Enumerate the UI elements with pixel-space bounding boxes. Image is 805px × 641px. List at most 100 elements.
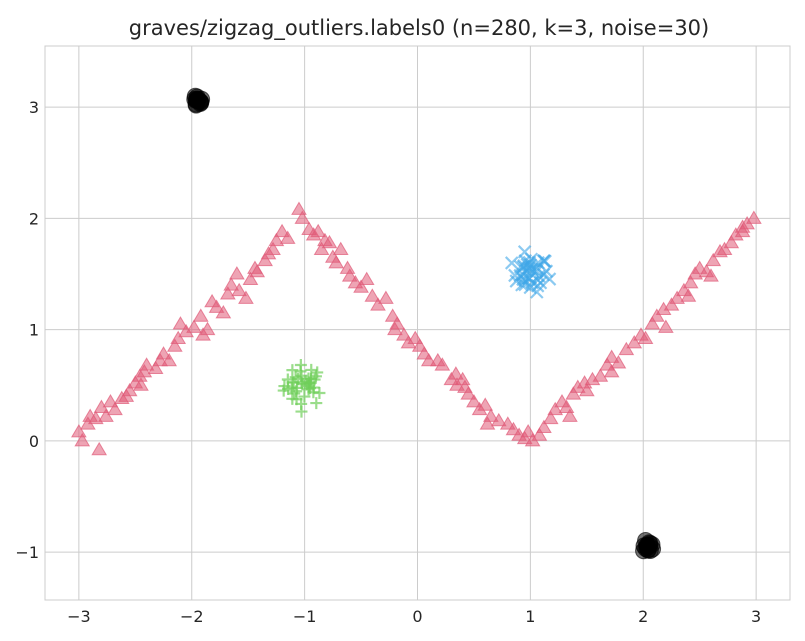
cross-point [542, 272, 557, 286]
triangle-point [170, 330, 187, 344]
plus-point [295, 397, 308, 410]
triangle-point [313, 241, 330, 255]
triangle-point [138, 357, 155, 371]
triangle-point [231, 282, 248, 297]
triangle-point [460, 386, 477, 400]
triangle-point [172, 316, 189, 330]
triangle-point [578, 382, 595, 397]
cross-point [518, 253, 533, 268]
triangle-point [703, 268, 719, 282]
triangle-point [536, 419, 552, 433]
plus-point [298, 390, 311, 403]
triangle-point [603, 363, 620, 378]
triangle-point [242, 271, 259, 286]
y-tick-label: 1 [29, 321, 39, 340]
triangle-point [155, 346, 172, 360]
triangle-point [161, 352, 178, 367]
plus-point [313, 386, 326, 399]
triangle-point [317, 232, 333, 247]
triangle-point [74, 432, 91, 447]
triangle-point [195, 327, 211, 341]
triangle-point [358, 271, 375, 286]
triangle-point [723, 234, 740, 249]
y-tick-label: 0 [29, 432, 39, 451]
triangle-point [457, 379, 473, 393]
triangle-point [208, 299, 225, 313]
y-tick-label: 2 [29, 209, 39, 228]
triangle-point [378, 290, 394, 304]
triangle-point [626, 335, 643, 349]
triangle-point [107, 401, 123, 416]
triangle-point [370, 297, 386, 311]
triangle-point [353, 279, 369, 293]
data-points [70, 87, 762, 560]
triangle-point [490, 412, 507, 427]
triangle-point [91, 441, 108, 456]
cross-point [513, 268, 527, 283]
x-tick-label: −3 [67, 607, 91, 626]
plus-point [290, 385, 303, 398]
triangle-point [121, 382, 138, 397]
triangle-point [547, 401, 564, 416]
triangle-point [434, 357, 451, 371]
triangle-point [603, 349, 620, 363]
y-tick-label: 3 [29, 98, 39, 117]
triangle-point [734, 223, 751, 238]
triangle-point [716, 241, 733, 255]
y-axis-ticks: −1 0 1 2 3 [15, 98, 39, 562]
triangle-point [249, 263, 266, 278]
triangle-point [663, 297, 680, 311]
triangle-point [147, 360, 164, 375]
triangle-point [448, 366, 464, 380]
triangle-point [618, 341, 635, 356]
triangle-point [294, 210, 311, 224]
triangle-point [542, 410, 559, 425]
triangle-point [644, 316, 661, 330]
triangle-point [265, 241, 281, 255]
cross-point [539, 264, 554, 278]
triangle-point [592, 368, 609, 382]
triangle-point [341, 268, 358, 282]
plot-frame [44, 45, 791, 601]
triangle-point [520, 424, 536, 438]
triangle-point [648, 308, 665, 322]
plus-point [288, 387, 301, 400]
x-tick-label: 2 [638, 607, 648, 626]
triangle-point [274, 223, 290, 238]
grid-lines [45, 46, 790, 600]
plus-point [305, 363, 318, 376]
triangle-point [310, 223, 327, 238]
triangle-point [192, 308, 209, 322]
triangle-point [479, 416, 496, 430]
triangle-point [229, 266, 245, 280]
y-tick-label: −1 [15, 543, 39, 562]
triangle-point [531, 427, 548, 441]
triangle-point [705, 252, 722, 267]
triangle-point [657, 319, 674, 333]
triangle-point [257, 252, 273, 267]
triangle-point [746, 210, 762, 224]
triangle-point [133, 377, 149, 391]
triangle-point [279, 230, 296, 244]
x-tick-label: 0 [412, 607, 422, 626]
plus-point [310, 397, 323, 410]
plus-point [303, 382, 316, 395]
triangle-point [610, 355, 627, 369]
cross-point [522, 255, 537, 270]
triangle-point [680, 288, 697, 302]
plus-point [278, 380, 291, 393]
triangle-point [332, 241, 349, 255]
triangle-point [477, 397, 494, 411]
triangle-point [565, 386, 582, 400]
cross-point [504, 256, 519, 270]
x-axis-ticks: −3 −2 −1 0 1 2 3 [67, 607, 761, 626]
triangle-point [291, 201, 307, 215]
triangle-point [328, 254, 345, 269]
plus-point [294, 358, 307, 371]
triangle-point [223, 277, 240, 291]
triangle-point [562, 408, 578, 422]
chart-title: graves/zigzag_outliers.labels0 (n=280, k… [129, 16, 709, 41]
triangle-point [364, 288, 381, 302]
triangle-point [166, 338, 183, 352]
